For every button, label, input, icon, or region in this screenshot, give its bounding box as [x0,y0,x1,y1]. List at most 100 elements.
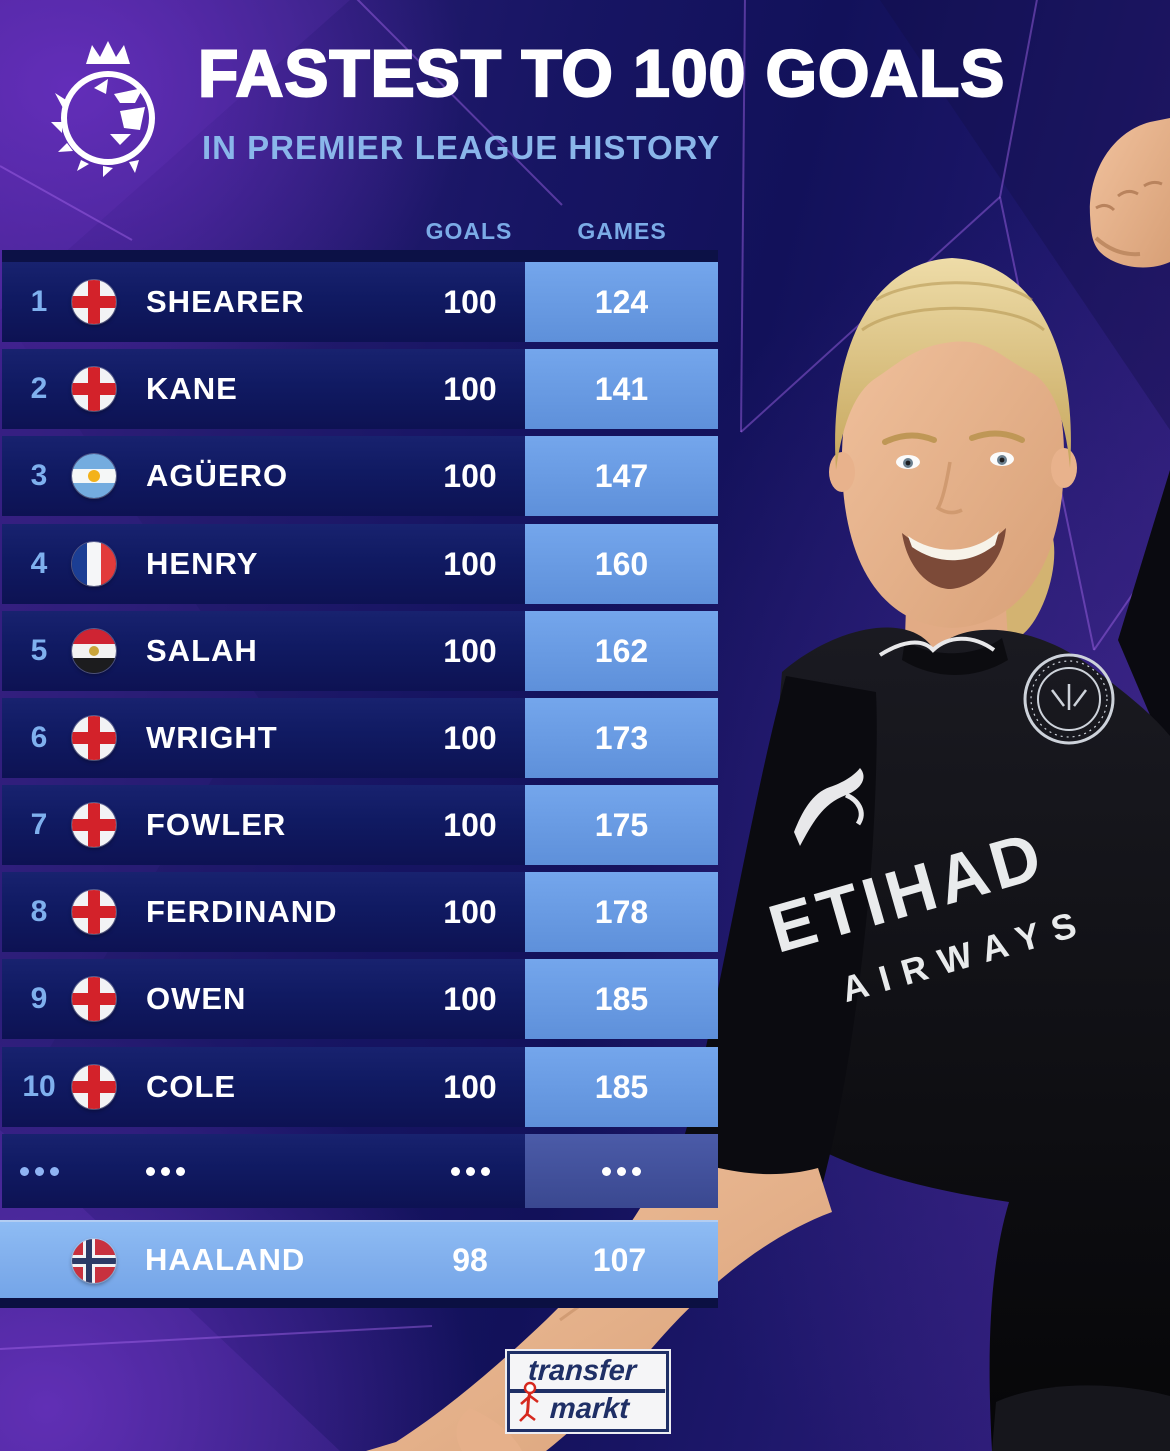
table-row: 6 WRIGHT 100 173 [2,698,718,778]
rank-cell: 9 [30,982,48,1015]
rank-cell: 4 [30,547,48,580]
goals-value [390,1134,550,1208]
rank-cell: 7 [30,808,48,841]
player-name: SALAH [146,633,258,668]
player-name: OWEN [146,981,247,1016]
player-name: FOWLER [146,807,287,842]
player-name: HENRY [146,546,259,581]
raised-fist [1089,118,1170,268]
sponsor-text: ETIHAD [761,817,1054,968]
games-value [602,1166,641,1176]
ellipsis-dots [602,1166,641,1176]
games-value: 162 [594,632,649,669]
france-flag-icon [72,542,116,586]
table-row: 8 FERDINAND 100 178 [2,872,718,952]
games-cell: 124 [525,262,718,342]
column-header-games: GAMES [577,218,667,244]
england-flag-icon [72,280,116,324]
puma-logo-icon [794,768,864,846]
transfermarkt-logo: transfer markt [505,1349,671,1434]
collar-trim [878,636,996,657]
table-row: 7 FOWLER 100 175 [2,785,718,865]
england-flag-icon [72,716,116,760]
rank-cell: 3 [30,459,48,492]
games-cell: 185 [525,1047,718,1127]
ellipsis-dots [19,1166,59,1176]
games-cell: 162 [525,611,718,691]
england-flag-icon [72,803,116,847]
games-value: 147 [594,457,649,494]
norway-flag-icon [72,1239,116,1283]
table-row: 1 SHEARER 100 124 [2,262,718,342]
goals-value: 100 [443,632,497,669]
goals-value: 100 [443,545,497,582]
games-value: 124 [594,283,649,320]
rank-cell: 10 [22,1070,56,1103]
egypt-flag-icon [72,629,116,673]
games-cell: 160 [525,524,718,604]
table-row: 3 AGÜERO 100 147 [2,436,718,516]
page-subtitle: IN PREMIER LEAGUE HISTORY [202,129,721,166]
shirt-sponsor: ETIHAD AIRWAYS [761,817,1093,1010]
column-header-goals: GOALS [425,218,513,244]
games-value: 178 [594,893,649,930]
table-row: 2 KANE 100 141 [2,349,718,429]
goals-value: 98 [452,1241,488,1278]
premier-league-lion-icon [51,41,155,177]
table-row: 5 SALAH 100 162 [2,611,718,691]
goals-value: 100 [443,283,497,320]
highlight-row-haaland: HAALAND 98 107 [0,1220,718,1298]
table-top-border [2,250,718,262]
table-row-ellipsis [2,1134,718,1208]
england-flag-icon [72,977,116,1021]
goals-value: 100 [443,457,497,494]
games-cell: 178 [525,872,718,952]
rank-cell: 1 [30,285,48,318]
player-name: SHEARER [146,284,305,319]
table-row: 9 OWEN 100 185 [2,959,718,1039]
rank-cell: 2 [30,372,48,405]
haaland-head [829,258,1077,657]
player-name: FERDINAND [146,894,338,929]
player-name: COLE [146,1069,237,1104]
games-value: 160 [594,545,649,582]
rank-cell [12,1134,66,1208]
table-bottom-border [0,1298,718,1308]
page-title: FASTEST TO 100 GOALS [197,35,1006,111]
games-cell: 175 [525,785,718,865]
manchester-city-badge-icon [1023,653,1115,745]
games-value: 141 [594,370,649,407]
sponsor-subtext: AIRWAYS [837,900,1093,1010]
table-row: 4 HENRY 100 160 [2,524,718,604]
england-flag-icon [72,890,116,934]
goals-value: 100 [443,370,497,407]
rank-cell: 6 [30,721,48,754]
games-value: 173 [594,719,649,756]
games-cell: 173 [525,698,718,778]
rank-cell: 5 [30,634,48,667]
rank-cell: 8 [30,895,48,928]
ellipsis-dots [146,1166,185,1176]
player-name [146,1134,185,1208]
player-name: WRIGHT [146,720,278,755]
player-name: KANE [146,371,238,406]
ellipsis-dots [450,1166,490,1176]
england-flag-icon [72,367,116,411]
games-cell: 107 [523,1222,716,1298]
player-name: AGÜERO [146,458,289,493]
goals-value: 100 [443,980,497,1017]
games-value: 185 [594,980,649,1017]
table-row: 10 COLE 100 185 [2,1047,718,1127]
games-value: 185 [594,1068,649,1105]
games-cell: 141 [525,349,718,429]
games-cell: 185 [525,959,718,1039]
goals-value: 100 [443,1068,497,1105]
games-value: 107 [592,1241,647,1278]
argentina-flag-icon [72,454,116,498]
transfermarkt-runner-icon [519,1381,539,1422]
player-name: HAALAND [145,1242,306,1277]
haaland-shirt: ETIHAD AIRWAYS [670,627,1170,1451]
raised-arm-sleeve [1118,470,1170,762]
games-cell: 147 [525,436,718,516]
games-value: 175 [594,806,649,843]
